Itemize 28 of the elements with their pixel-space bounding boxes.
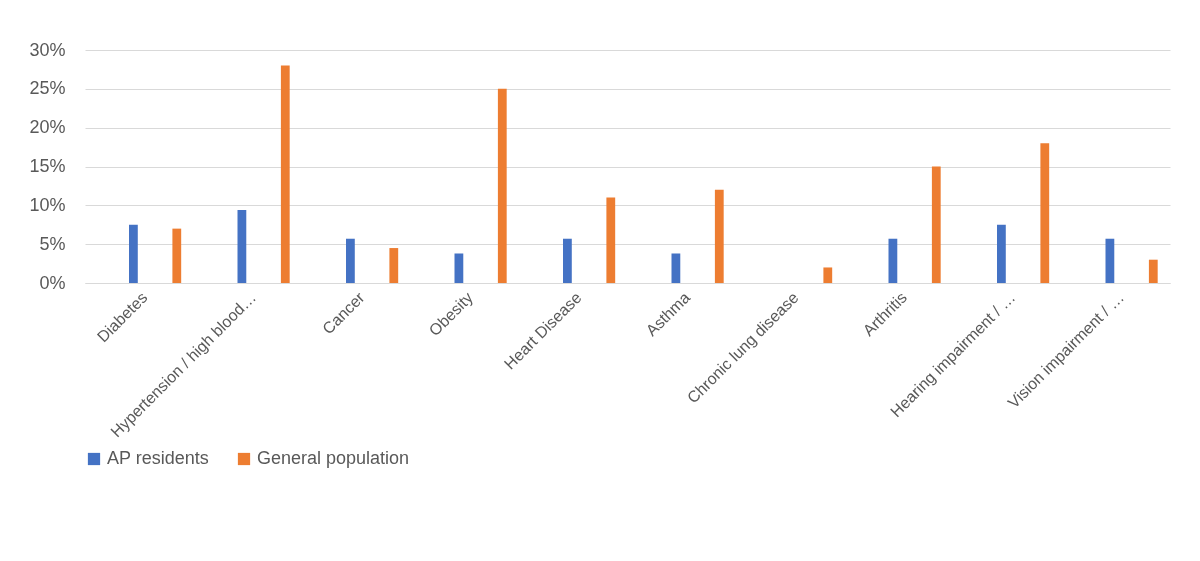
y-tick-label: 0% (39, 272, 66, 293)
bar (563, 238, 572, 283)
bar (237, 209, 247, 283)
bar (931, 166, 941, 283)
y-tick-label: 25% (29, 78, 66, 99)
bar (997, 224, 1006, 283)
legend-label: AP residents (107, 448, 209, 468)
bar (671, 253, 681, 283)
bar (497, 88, 507, 283)
bar (714, 189, 724, 283)
y-tick-label: 10% (29, 194, 66, 215)
bar (129, 224, 138, 283)
y-tick-label: 30% (29, 39, 66, 60)
bar (280, 65, 290, 283)
bar (888, 238, 898, 283)
y-tick-label: 20% (29, 117, 66, 138)
bar (346, 238, 355, 283)
legend-label: General population (257, 448, 410, 468)
bar (389, 248, 399, 283)
bar (454, 253, 464, 283)
y-tick-label: 15% (29, 156, 66, 176)
bar (1148, 259, 1158, 283)
bar (823, 267, 833, 283)
bar (606, 197, 616, 283)
y-tick-label: 5% (39, 233, 66, 254)
bar (1105, 238, 1115, 283)
bar (172, 228, 182, 283)
bar (1040, 143, 1050, 283)
